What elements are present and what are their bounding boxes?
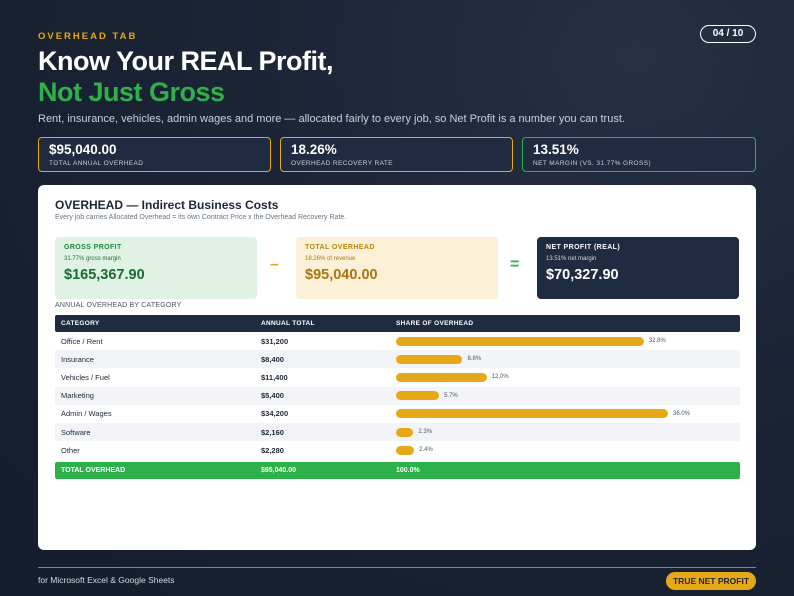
row-share: 36.0% xyxy=(396,409,740,419)
table-row: Marketing $5,400 5.7% xyxy=(55,386,740,405)
kpi-value: 13.51% xyxy=(533,142,579,157)
kpi-total-overhead: $95,040.00 TOTAL ANNUAL OVERHEAD xyxy=(38,137,271,172)
page-title-accent: Not Just Gross xyxy=(38,77,225,107)
row-annual-total: $11,400 xyxy=(261,372,288,382)
gross-profit-note: 31.77% gross margin xyxy=(64,256,121,262)
share-bar xyxy=(396,336,644,346)
card-subtitle: Every job carries Allocated Overhead = i… xyxy=(55,214,347,221)
share-bar xyxy=(396,427,414,437)
gross-profit-value: $165,367.90 xyxy=(64,267,145,283)
row-annual-total: $2,160 xyxy=(261,427,284,437)
share-bar xyxy=(396,409,668,419)
row-category: Insurance xyxy=(61,354,94,364)
footer-divider xyxy=(38,567,756,568)
gross-profit-label: GROSS PROFIT xyxy=(64,244,122,251)
minus-operator: – xyxy=(270,256,279,273)
row-category: Admin / Wages xyxy=(61,409,112,419)
share-percent: 2.4% xyxy=(419,447,433,454)
page-indicator: 04 / 10 xyxy=(700,25,756,43)
kpi-recovery-rate: 18.26% OVERHEAD RECOVERY RATE xyxy=(280,137,513,172)
footer-share: 100.0% xyxy=(396,467,420,475)
footer-text: for Microsoft Excel & Google Sheets xyxy=(38,575,175,585)
overhead-card: OVERHEAD — Indirect Business Costs Every… xyxy=(38,185,756,550)
footer-label: TOTAL OVERHEAD xyxy=(61,467,126,475)
row-category: Marketing xyxy=(61,391,94,401)
equals-operator: = xyxy=(510,256,520,273)
row-share: 2.3% xyxy=(396,427,740,437)
tab-label: OVERHEAD TAB xyxy=(38,31,138,42)
header-annual-total: ANNUAL TOTAL xyxy=(261,320,315,327)
total-overhead-value: $95,040.00 xyxy=(305,267,378,283)
page-subtitle: Rent, insurance, vehicles, admin wages a… xyxy=(38,113,625,125)
section-label: ANNUAL OVERHEAD BY CATEGORY xyxy=(55,302,182,309)
kpi-net-margin: 13.51% NET MARGIN (VS. 31.77% GROSS) xyxy=(522,137,756,172)
total-overhead-box: TOTAL OVERHEAD 18.26% of revenue $95,040… xyxy=(296,237,498,299)
header-share: SHARE OF OVERHEAD xyxy=(396,320,474,327)
share-percent: 8.8% xyxy=(467,356,482,363)
card-title: OVERHEAD — Indirect Business Costs xyxy=(55,198,279,212)
row-annual-total: $34,200 xyxy=(261,409,289,419)
header-category: CATEGORY xyxy=(61,320,100,327)
row-share: 32.8% xyxy=(396,336,740,346)
share-bar xyxy=(396,372,487,382)
net-profit-note: 13.51% net margin xyxy=(546,256,597,262)
row-share: 2.4% xyxy=(396,445,740,455)
row-share: 8.8% xyxy=(396,354,740,364)
kpi-label: OVERHEAD RECOVERY RATE xyxy=(291,160,393,167)
row-category: Vehicles / Fuel xyxy=(61,372,110,382)
net-profit-label: NET PROFIT (REAL) xyxy=(546,244,621,251)
share-percent: 32.8% xyxy=(648,338,666,345)
overhead-table: CATEGORY ANNUAL TOTAL SHARE OF OVERHEAD … xyxy=(55,315,740,480)
row-category: Office / Rent xyxy=(61,336,103,346)
table-row: Vehicles / Fuel $11,400 12.0% xyxy=(55,368,740,386)
table-footer: TOTAL OVERHEAD $95,040.00 100.0% xyxy=(55,462,740,480)
table-row: Software $2,160 2.3% xyxy=(55,422,740,442)
footer-total: $95,040.00 xyxy=(261,467,297,475)
gross-profit-box: GROSS PROFIT 31.77% gross margin $165,36… xyxy=(55,237,257,299)
table-row: Insurance $8,400 8.8% xyxy=(55,350,740,369)
total-overhead-note: 18.26% of revenue xyxy=(305,256,356,262)
net-profit-box: NET PROFIT (REAL) 13.51% net margin $70,… xyxy=(537,237,739,299)
kpi-label: NET MARGIN (VS. 31.77% GROSS) xyxy=(533,160,652,167)
table-row: Other $2,280 2.4% xyxy=(55,441,740,459)
row-annual-total: $31,200 xyxy=(261,336,289,346)
share-bar xyxy=(396,391,440,401)
share-bar xyxy=(396,354,463,364)
kpi-value: $95,040.00 xyxy=(49,142,117,157)
net-profit-value: $70,327.90 xyxy=(546,267,619,283)
total-overhead-label: TOTAL OVERHEAD xyxy=(305,244,375,251)
share-percent: 2.3% xyxy=(418,429,433,436)
row-category: Other xyxy=(61,445,80,455)
page-title: Know Your REAL Profit, xyxy=(38,46,334,76)
row-share: 5.7% xyxy=(396,391,740,401)
table-header: CATEGORY ANNUAL TOTAL SHARE OF OVERHEAD xyxy=(55,315,740,332)
table-row: Admin / Wages $34,200 36.0% xyxy=(55,405,740,423)
row-share: 12.0% xyxy=(396,372,740,382)
share-bar xyxy=(396,445,415,455)
share-percent: 36.0% xyxy=(673,410,691,417)
footer-badge: TRUE NET PROFIT xyxy=(666,572,756,590)
row-category: Software xyxy=(61,427,91,437)
share-percent: 5.7% xyxy=(444,392,458,399)
row-annual-total: $2,280 xyxy=(261,445,284,455)
table-row: Office / Rent $31,200 32.8% xyxy=(55,332,740,350)
row-annual-total: $5,400 xyxy=(261,391,284,401)
kpi-value: 18.26% xyxy=(291,142,337,157)
share-percent: 12.0% xyxy=(491,374,509,381)
row-annual-total: $8,400 xyxy=(261,354,284,364)
kpi-label: TOTAL ANNUAL OVERHEAD xyxy=(49,160,144,167)
